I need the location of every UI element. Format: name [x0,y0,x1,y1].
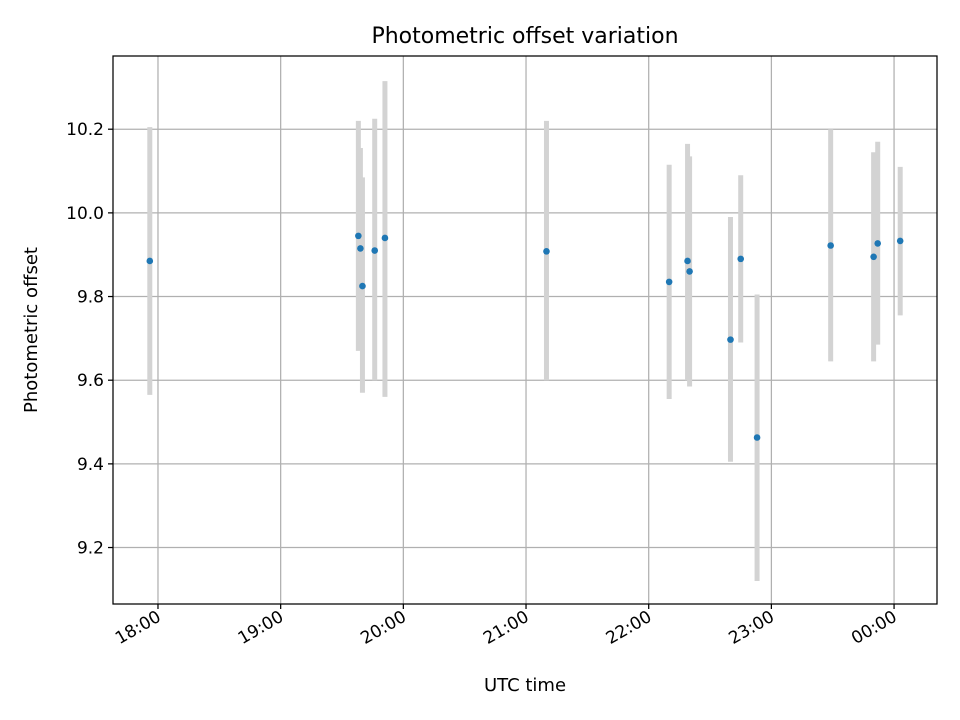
y-axis-label: Photometric offset [21,247,42,413]
y-tick-label: 9.8 [77,288,104,308]
data-point [684,257,691,265]
data-point [753,434,761,441]
data-point [737,255,745,263]
grid-lines [113,56,937,604]
y-tick-label: 9.2 [77,539,104,559]
data-point [874,240,882,247]
data-point [870,253,877,261]
data-point [357,245,364,252]
data-point [359,282,366,290]
y-tick-label: 10.0 [66,204,104,224]
data-point [381,234,389,242]
y-tick-label: 9.6 [77,371,104,391]
x-axis-label: UTC time [484,675,566,696]
chart-title: Photometric offset variation [371,24,678,49]
y-tick-label: 9.4 [77,455,104,475]
y-tick-label: 10.2 [66,120,104,140]
data-point [665,278,673,286]
data-point [543,248,550,255]
data-points [146,232,904,441]
data-point [727,336,734,343]
plot-frame [112,55,938,605]
y-axis-ticks: 9.2 9.4 9.6 9.8 10.0 10.2 [66,120,113,559]
data-point [896,237,904,245]
data-point [686,268,693,275]
data-point [146,257,154,265]
data-point [371,247,379,254]
data-point [827,242,834,249]
data-point [355,232,362,240]
